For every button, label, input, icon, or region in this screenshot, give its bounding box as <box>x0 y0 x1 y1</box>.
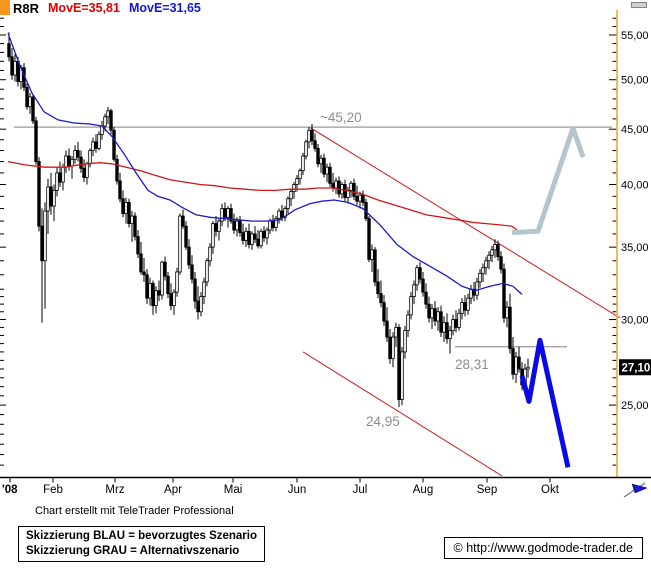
sketch-gray <box>511 125 586 236</box>
svg-text:27,10: 27,10 <box>622 363 651 375</box>
y-axis-label: 30,00 <box>621 315 649 327</box>
x-axis-label: Jul <box>353 484 368 496</box>
symbol-color-chip <box>0 0 10 15</box>
trendline-lower <box>302 351 503 477</box>
y-axis-label: 55,00 <box>621 30 649 42</box>
x-axis-label: Feb <box>43 484 63 496</box>
price-annotation: ~45,20 <box>320 110 362 125</box>
resize-handle[interactable] <box>631 2 647 8</box>
copyright-box[interactable]: © http://www.godmode-trader.de <box>443 537 643 559</box>
trendline-upper <box>310 127 621 319</box>
flag-icon-cell[interactable] <box>618 479 651 500</box>
scenario-legend: Skizzierung BLAU = bevorzugtes Szenario … <box>18 526 266 562</box>
ma-red-line <box>7 160 523 235</box>
legend-line-gray-scenario: Skizzierung GRAU = Alternativszenario <box>26 545 240 557</box>
x-axis-label: Sep <box>477 484 497 496</box>
credit-text: Chart erstellt mit TeleTrader Profession… <box>35 505 234 517</box>
annotation-labels: ~45,20 28,31 24,95 <box>320 110 489 429</box>
x-axis-label: Apr <box>164 484 182 496</box>
y-axis-label: 35,00 <box>621 242 649 254</box>
moving-average-blue-label: MovE=31,65 <box>128 1 201 15</box>
ma-blue-line <box>7 33 523 295</box>
x-axis-label: Mai <box>224 484 243 496</box>
y-axis: 55,00 50,00 45,00 40,00 35,00 30,00 25,00 <box>0 10 649 478</box>
x-axis-label: Aug <box>413 484 433 496</box>
x-axis-label: Mrz <box>105 484 124 496</box>
level-lines <box>14 126 612 348</box>
ma-blue <box>7 33 523 295</box>
price-chart: ~45,20 28,31 24,95 55,00 50,00 45,00 40,00 35,0… <box>0 10 651 496</box>
sketch-blue <box>519 337 571 468</box>
sketch-blue-preferred <box>519 337 571 468</box>
y-axis-label: 45,00 <box>621 124 649 136</box>
x-axis-label: Jun <box>288 484 307 496</box>
price-annotation: 28,31 <box>455 357 489 372</box>
price-annotation: 24,95 <box>366 414 400 429</box>
y-axis-label: 40,00 <box>621 179 649 191</box>
trend-channel <box>302 127 621 477</box>
moving-average-red-label: MovE=35,81 <box>48 1 120 15</box>
chart-header: R8R MovE=35,81 MovE=31,65 <box>0 0 201 16</box>
symbol-label: R8R <box>13 0 40 16</box>
x-axis: '08 Feb Mrz Apr Mai Jun Jul Aug Sep Okt <box>0 476 651 496</box>
ma-red <box>7 160 523 235</box>
sketch-gray-alternative <box>511 125 586 236</box>
flag-icon <box>623 482 648 498</box>
x-axis-label: Okt <box>541 484 560 496</box>
legend-line-blue-scenario: Skizzierung BLAU = bevorzugtes Szenario <box>26 530 258 542</box>
y-axis-label: 50,00 <box>621 75 649 87</box>
last-price-badge: 27,10 <box>619 359 651 376</box>
x-axis-label: '08 <box>2 484 18 496</box>
y-axis-label: 25,00 <box>621 400 649 412</box>
candlestick-series <box>7 32 530 407</box>
